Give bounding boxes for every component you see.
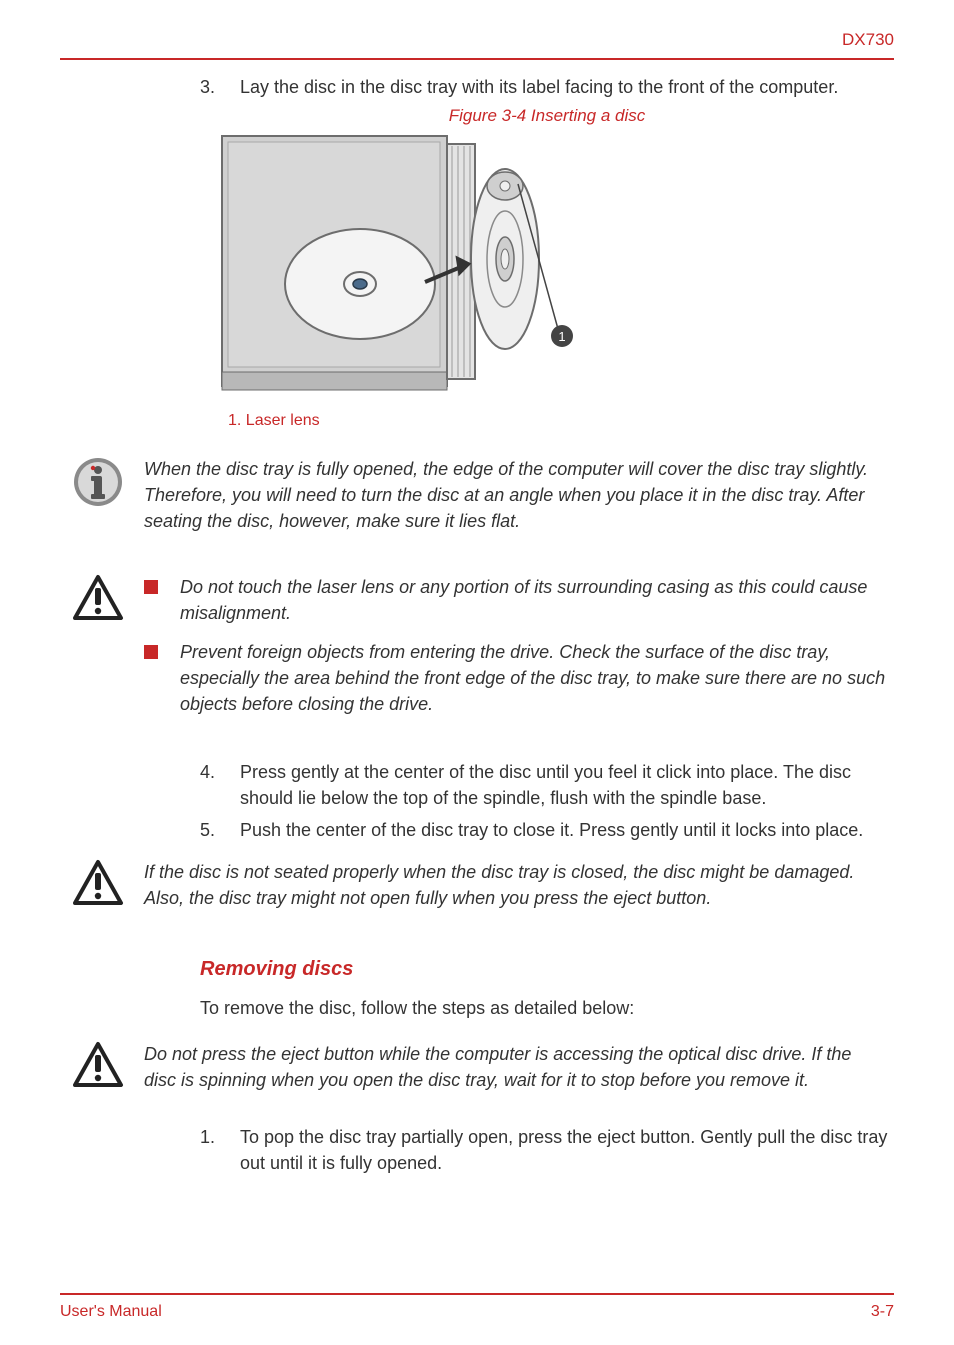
- step-3-text: Lay the disc in the disc tray with its l…: [240, 74, 894, 100]
- bullet-square-icon: [144, 645, 158, 659]
- step-3-number: 3.: [200, 74, 240, 100]
- step-4-text: Press gently at the center of the disc u…: [240, 759, 894, 811]
- removing-intro: To remove the disc, follow the steps as …: [200, 995, 894, 1021]
- warning-2-text: If the disc is not seated properly when …: [128, 859, 886, 911]
- step-4-row: 4. Press gently at the center of the dis…: [200, 759, 894, 843]
- step-4-number: 4.: [200, 759, 240, 811]
- remove-step-1-row: 1. To pop the disc tray partially open, …: [200, 1124, 894, 1176]
- figure-inserting-disc: 1: [220, 134, 590, 404]
- footer-right: 3-7: [871, 1303, 894, 1321]
- bullet-square-icon: [144, 580, 158, 594]
- footer-left: User's Manual: [60, 1303, 162, 1321]
- warning-icon: [68, 574, 128, 627]
- warning-block-1: Do not touch the laser lens or any porti…: [60, 564, 894, 748]
- warning-block-3: Do not press the eject button while the …: [60, 1031, 894, 1114]
- warning-block-2: If the disc is not seated properly when …: [60, 849, 894, 932]
- bottom-horizontal-rule: [60, 1293, 894, 1295]
- page-footer: User's Manual 3-7: [60, 1293, 894, 1321]
- info-note-block: When the disc tray is fully opened, the …: [60, 446, 894, 554]
- page: DX730 3. Lay the disc in the disc tray w…: [0, 0, 954, 1345]
- figure-caption: Figure 3-4 Inserting a disc: [200, 106, 894, 126]
- remove-step-1-text: To pop the disc tray partially open, pre…: [240, 1124, 894, 1176]
- step-5-number: 5.: [200, 817, 240, 843]
- remove-step-1-number: 1.: [200, 1124, 240, 1176]
- top-horizontal-rule: [60, 58, 894, 60]
- info-note-text: When the disc tray is fully opened, the …: [128, 456, 886, 534]
- step-5-text: Push the center of the disc tray to clos…: [240, 817, 894, 843]
- callout-number: 1: [558, 329, 565, 344]
- removing-heading: Removing discs: [200, 958, 894, 981]
- figure-legend: 1. Laser lens: [228, 412, 894, 430]
- warning-1-bullet-1-text: Do not touch the laser lens or any porti…: [180, 574, 886, 626]
- step-3-row: 3. Lay the disc in the disc tray with it…: [200, 74, 894, 100]
- removing-section: Removing discs To remove the disc, follo…: [200, 958, 894, 1021]
- warning-1-bullet-2: Prevent foreign objects from entering th…: [144, 639, 886, 717]
- warning-1-body: Do not touch the laser lens or any porti…: [128, 574, 886, 728]
- figure-wrapper: 1 1. Laser lens: [200, 134, 894, 430]
- model-label: DX730: [60, 30, 894, 50]
- warning-1-bullet-1: Do not touch the laser lens or any porti…: [144, 574, 886, 626]
- warning-1-bullet-2-text: Prevent foreign objects from entering th…: [180, 639, 886, 717]
- info-icon: [68, 456, 128, 513]
- warning-icon: [68, 1041, 128, 1094]
- warning-icon: [68, 859, 128, 912]
- disc-insert-illustration: 1: [220, 134, 590, 404]
- warning-3-text: Do not press the eject button while the …: [128, 1041, 886, 1093]
